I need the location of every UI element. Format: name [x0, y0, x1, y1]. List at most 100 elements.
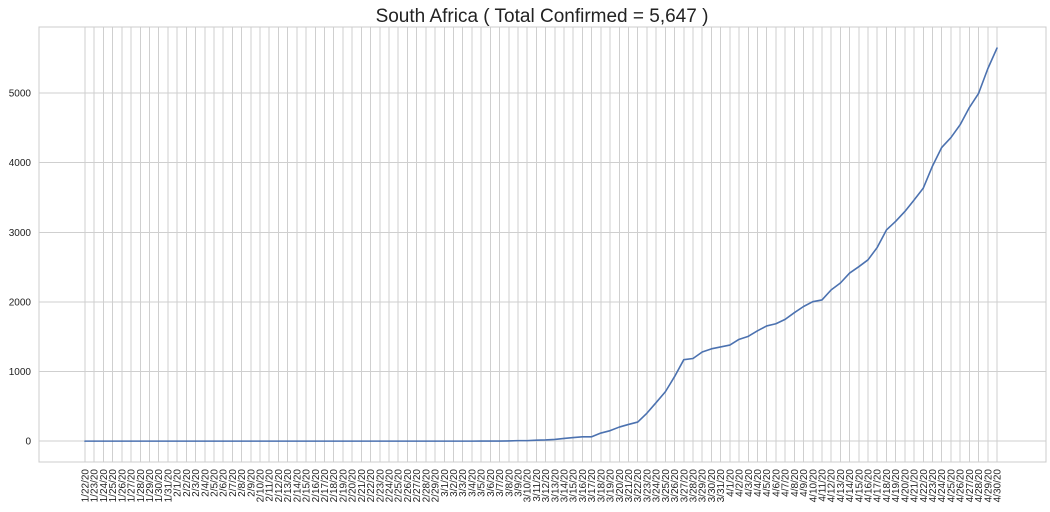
- x-tick-label: 4/5/20: [762, 469, 773, 497]
- x-tick-label: 3/8/20: [504, 469, 515, 497]
- data-point: [480, 440, 482, 442]
- data-point: [692, 357, 694, 360]
- x-tick-label: 3/27/20: [679, 469, 690, 503]
- x-tick-label: 3/26/20: [670, 469, 681, 503]
- x-tick-label: 4/24/20: [937, 469, 948, 503]
- x-tick-label: 1/25/20: [108, 469, 119, 503]
- x-tick-label: 2/28/20: [421, 469, 432, 503]
- data-point: [342, 440, 344, 442]
- x-tick-label: 3/11/20: [532, 469, 543, 502]
- data-point: [517, 440, 519, 442]
- x-tick-label: 2/27/20: [412, 469, 423, 503]
- data-point: [867, 259, 869, 261]
- data-point: [158, 440, 160, 442]
- data-point: [84, 440, 86, 442]
- x-tick-label: 3/22/20: [633, 469, 644, 503]
- series-layer: [84, 47, 998, 442]
- x-tick-label: 2/4/20: [200, 469, 211, 497]
- y-tick-label: 4000: [9, 158, 32, 169]
- x-tick-label: 4/26/20: [956, 469, 967, 503]
- data-point: [885, 229, 888, 231]
- x-tick-label: 2/12/20: [274, 469, 285, 503]
- data-point: [839, 282, 841, 284]
- x-tick-label: 4/6/20: [771, 469, 782, 497]
- x-tick-label: 4/28/20: [974, 469, 985, 503]
- data-point: [287, 440, 289, 442]
- x-tick-label: 1/26/20: [117, 469, 128, 503]
- x-tick-label: 4/15/20: [854, 469, 865, 503]
- data-point: [637, 421, 639, 423]
- x-tick-label: 1/28/20: [136, 469, 147, 503]
- x-tick-label: 4/7/20: [781, 469, 792, 497]
- data-point: [425, 440, 427, 442]
- data-point: [572, 436, 574, 439]
- x-tick-label: 2/25/20: [394, 469, 405, 503]
- x-tick-label: 4/22/20: [919, 469, 930, 503]
- data-point: [416, 440, 418, 442]
- x-tick-label: 3/31/20: [716, 469, 727, 503]
- data-point: [351, 440, 353, 442]
- data-point: [388, 440, 390, 442]
- data-point: [627, 423, 630, 426]
- data-point: [600, 432, 602, 434]
- data-point: [231, 440, 233, 442]
- data-point: [406, 440, 409, 442]
- data-point: [729, 344, 731, 346]
- x-tick-label: 2/3/20: [191, 469, 202, 497]
- x-tick-label: 4/11/20: [817, 469, 828, 502]
- data-point: [194, 440, 197, 442]
- data-point: [793, 312, 795, 314]
- x-tick-label: 2/5/20: [209, 469, 220, 497]
- plot-area-border: [38, 26, 1047, 463]
- data-point: [784, 318, 786, 320]
- x-tick-label: 3/9/20: [513, 469, 524, 497]
- data-point: [554, 438, 556, 441]
- data-point: [250, 440, 252, 442]
- x-tick-label: 2/20/20: [348, 469, 359, 503]
- x-tick-label: 3/13/20: [550, 469, 561, 503]
- data-point: [360, 440, 362, 442]
- data-point: [139, 440, 141, 442]
- data-point: [452, 440, 455, 442]
- x-tick-label: 3/5/20: [477, 469, 488, 497]
- x-tick-label: 4/1/20: [725, 469, 736, 497]
- x-tick-label: 2/9/20: [246, 469, 257, 497]
- x-tick-label: 4/2/20: [735, 469, 746, 497]
- data-point: [738, 338, 740, 340]
- data-point: [646, 412, 648, 414]
- x-tick-label: 2/26/20: [403, 469, 414, 503]
- data-point: [849, 272, 851, 274]
- data-point: [913, 199, 915, 201]
- data-point: [775, 323, 777, 325]
- x-tick-label: 4/17/20: [873, 469, 884, 503]
- data-point: [959, 124, 961, 126]
- x-tick-label: 4/8/20: [790, 469, 801, 497]
- data-point: [167, 440, 169, 442]
- y-tick-label: 1000: [9, 367, 32, 378]
- x-tick-label: 3/7/20: [495, 469, 506, 497]
- x-tick-label: 4/19/20: [891, 469, 902, 503]
- x-tick-label: 2/6/20: [219, 469, 230, 497]
- x-tick-label: 2/1/20: [173, 469, 184, 497]
- x-tick-label: 3/12/20: [541, 469, 552, 503]
- x-tick-label: 3/23/20: [642, 469, 653, 503]
- data-point: [591, 436, 593, 438]
- x-tick-label: 3/17/20: [587, 469, 598, 503]
- data-point: [397, 440, 399, 442]
- data-point: [545, 439, 547, 441]
- data-point: [112, 440, 114, 442]
- x-tick-label: 1/22/20: [81, 469, 92, 503]
- data-point: [904, 210, 906, 213]
- data-point: [977, 92, 980, 94]
- data-point: [323, 440, 326, 442]
- data-point: [747, 335, 749, 337]
- x-tick-label: 2/7/20: [228, 469, 239, 497]
- data-point: [185, 440, 187, 442]
- data-point: [333, 440, 335, 442]
- data-point: [213, 440, 215, 442]
- x-tick-label: 4/12/20: [827, 469, 838, 503]
- x-tick-label: 2/13/20: [283, 469, 294, 503]
- x-tick-label: 4/10/20: [808, 469, 819, 503]
